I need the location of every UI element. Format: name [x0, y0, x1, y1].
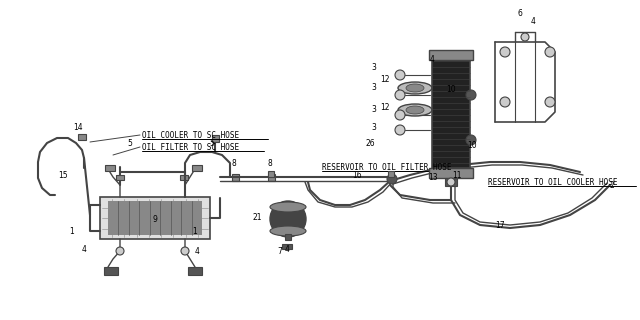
Text: 6: 6 [518, 10, 522, 19]
Bar [212, 135, 219, 142]
Text: 4: 4 [430, 55, 435, 65]
Bar [104, 267, 118, 275]
Text: 4: 4 [81, 245, 86, 254]
Text: 12: 12 [381, 103, 390, 113]
Text: 8: 8 [268, 158, 273, 167]
Bar [188, 267, 202, 275]
Bar [282, 244, 292, 249]
Text: 4: 4 [195, 247, 200, 257]
Bar [116, 175, 124, 180]
Ellipse shape [406, 84, 424, 92]
Text: 21: 21 [253, 213, 262, 222]
Circle shape [500, 47, 510, 57]
Text: RESERVOIR TO OIL FILTER HOSE: RESERVOIR TO OIL FILTER HOSE [322, 163, 451, 172]
Text: 8: 8 [232, 158, 236, 167]
Circle shape [387, 174, 397, 184]
Circle shape [395, 90, 405, 100]
Bar [108, 201, 202, 235]
Text: 13: 13 [428, 173, 438, 182]
Bar [268, 171, 274, 177]
Circle shape [521, 33, 529, 41]
Circle shape [500, 97, 510, 107]
Text: 12: 12 [381, 76, 390, 84]
Circle shape [466, 90, 476, 100]
Ellipse shape [398, 104, 432, 116]
Text: 10: 10 [467, 140, 477, 149]
Text: 1: 1 [193, 228, 197, 236]
Text: 4: 4 [531, 18, 536, 27]
Text: 3: 3 [371, 124, 376, 132]
Text: 11: 11 [452, 171, 462, 180]
Ellipse shape [270, 226, 306, 236]
Bar [180, 175, 188, 180]
Circle shape [447, 178, 455, 186]
Text: 3: 3 [371, 84, 376, 92]
Bar [78, 134, 86, 140]
Bar [105, 165, 115, 171]
Bar [429, 50, 473, 60]
Bar [280, 205, 296, 233]
Circle shape [395, 110, 405, 120]
Ellipse shape [398, 82, 432, 94]
Text: 3: 3 [371, 106, 376, 115]
Text: 4: 4 [285, 245, 289, 254]
Text: 2: 2 [610, 180, 615, 189]
Bar [445, 178, 457, 186]
Text: 7: 7 [278, 247, 282, 257]
Text: OIL FILTER TO SC HOSE: OIL FILTER TO SC HOSE [142, 143, 239, 152]
Text: 10: 10 [446, 85, 456, 94]
Text: 5: 5 [209, 139, 214, 148]
Text: 15: 15 [58, 171, 68, 180]
Bar [432, 58, 470, 168]
Ellipse shape [406, 106, 424, 114]
Text: 9: 9 [152, 215, 157, 225]
Text: 17: 17 [495, 220, 505, 229]
Circle shape [395, 125, 405, 135]
Circle shape [270, 201, 306, 237]
Bar [232, 174, 239, 181]
Text: 1: 1 [70, 228, 74, 236]
Circle shape [545, 47, 555, 57]
Bar [429, 168, 473, 178]
Circle shape [545, 97, 555, 107]
Circle shape [446, 170, 456, 180]
Circle shape [116, 247, 124, 255]
Ellipse shape [270, 202, 306, 212]
Circle shape [395, 70, 405, 80]
Text: 3: 3 [371, 63, 376, 73]
Text: RESERVOIR TO OIL COOLER HOSE: RESERVOIR TO OIL COOLER HOSE [488, 178, 618, 187]
Text: 26: 26 [365, 139, 375, 148]
Text: 5: 5 [127, 139, 132, 148]
Bar [388, 171, 394, 177]
Text: 14: 14 [73, 124, 83, 132]
Bar [268, 174, 275, 181]
Text: OIL COOLER TO SC HOSE: OIL COOLER TO SC HOSE [142, 131, 239, 140]
Text: 16: 16 [353, 171, 362, 180]
Bar [285, 234, 291, 240]
Circle shape [181, 247, 189, 255]
Bar [192, 165, 202, 171]
Bar [100, 197, 210, 239]
Circle shape [466, 135, 476, 145]
